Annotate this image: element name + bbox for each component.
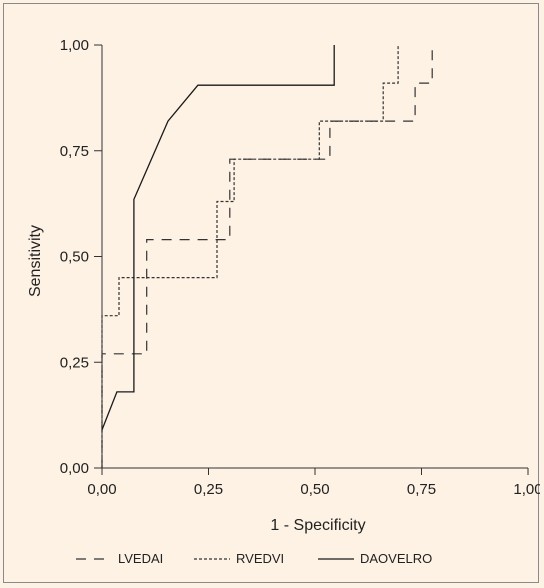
x-tick-label: 1,00 <box>513 481 540 498</box>
legend: LVEDAI RVEDVI DAOVELRO <box>76 551 432 566</box>
y-tick-label: 1,00 <box>60 37 89 54</box>
series-line-lvedai <box>101 45 433 468</box>
y-axis-label: Sensitivity <box>27 225 44 297</box>
x-tick-label: 0,50 <box>300 481 329 498</box>
x-tick-label: 0,75 <box>407 481 436 498</box>
legend-label-lvedai: LVEDAI <box>118 551 163 566</box>
legend-label-daovelro: DAOVELRO <box>360 551 432 566</box>
y-tick-label: 0,00 <box>60 460 89 477</box>
legend-label-rvedvi: RVEDVI <box>236 551 284 566</box>
roc-chart: 0,00 0,25 0,50 0,75 1,00 0,00 0,25 0,50 0,75 1,00… <box>27 37 540 566</box>
y-tick-label: 0,25 <box>60 354 89 371</box>
chart-frame: 0,00 0,25 0,50 0,75 1,00 0,00 0,25 0,50 0,75 1,00… <box>3 3 540 583</box>
series-lines <box>101 45 433 468</box>
x-tick-label: 0,00 <box>87 481 116 498</box>
axes: 0,00 0,25 0,50 0,75 1,00 0,00 0,25 0,50 0,75 1,00 <box>60 37 540 498</box>
series-line-daovelro <box>101 45 335 431</box>
x-tick-label: 0,25 <box>194 481 223 498</box>
y-tick-label: 0,75 <box>60 143 89 160</box>
x-axis-label: 1 - Specificity <box>270 517 365 534</box>
series-line-rvedvi <box>101 45 399 468</box>
y-tick-label: 0,50 <box>60 249 89 266</box>
